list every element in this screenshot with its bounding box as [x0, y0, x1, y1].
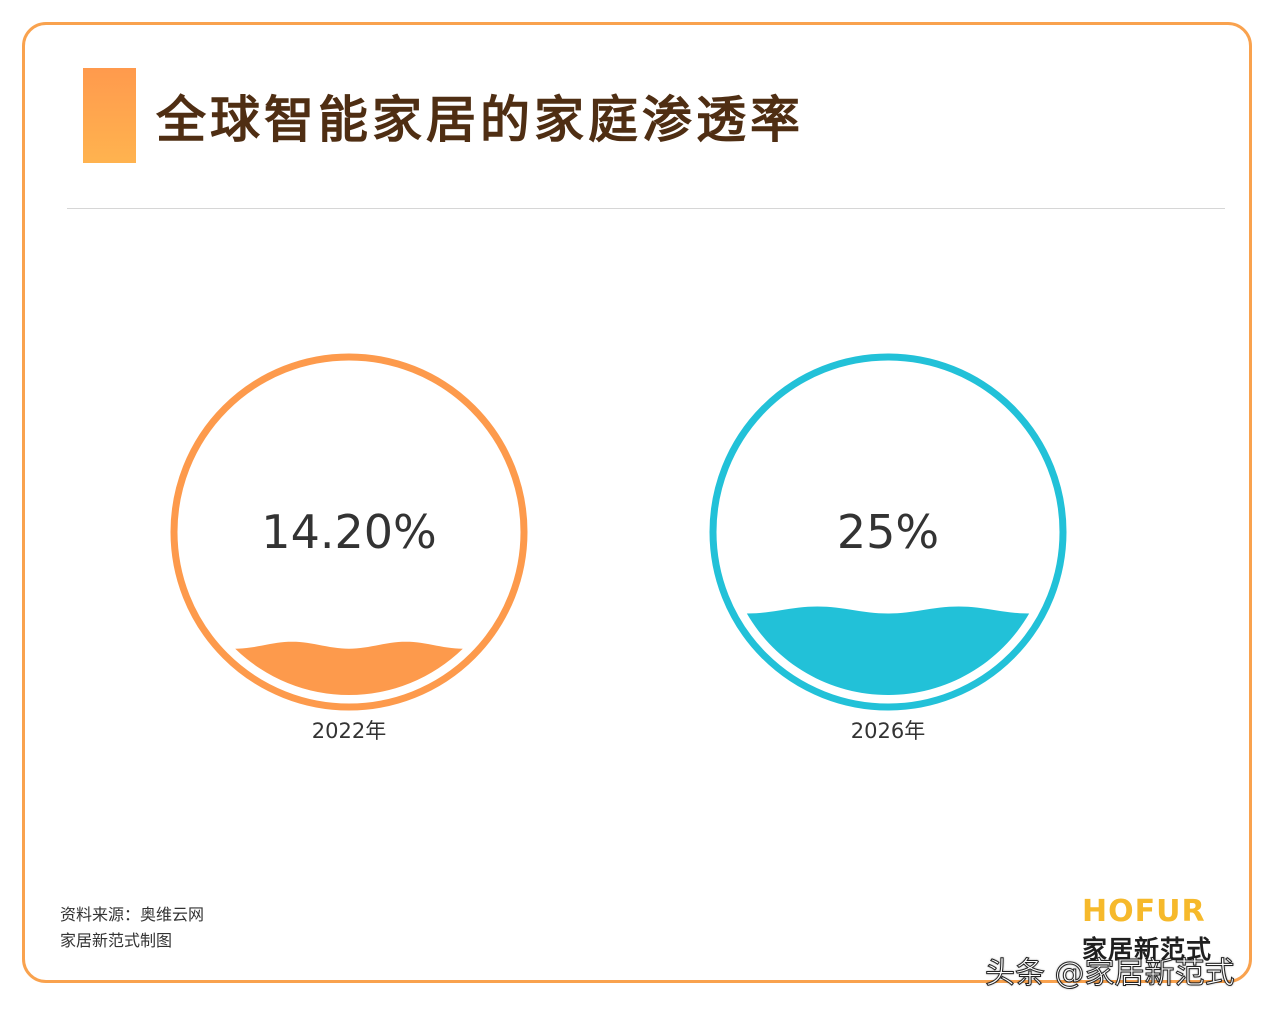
gauge-ring [709, 353, 1067, 711]
gauge-liquid [235, 641, 463, 696]
brand-logo-cn: 家居新范式 [1082, 935, 1213, 964]
gauge-ring [170, 353, 528, 711]
watermark: 头条 @家居新范式 [985, 956, 1236, 992]
gauge-label-2026: 2026年 [850, 719, 926, 743]
gauge-label-2022: 2022年 [311, 719, 387, 743]
gauge-liquid [746, 606, 1030, 695]
credit-line: 家居新范式制图 [60, 931, 173, 950]
source-note: 资料来源：奥维云网 家居新范式制图 [60, 902, 204, 954]
gauge-value: 25% [837, 505, 939, 559]
brand-logo-en: HOFUR [1082, 894, 1206, 929]
title-divider [67, 208, 1225, 209]
gauge-2026: 25% [709, 353, 1067, 711]
gauge-2022: 14.20% [170, 353, 528, 711]
chart-frame [22, 22, 1252, 983]
source-line: 资料来源：奥维云网 [60, 905, 205, 924]
title-accent-bar [83, 68, 136, 163]
chart-title: 全球智能家居的家庭渗透率 [156, 91, 804, 149]
gauge-value: 14.20% [261, 505, 436, 559]
